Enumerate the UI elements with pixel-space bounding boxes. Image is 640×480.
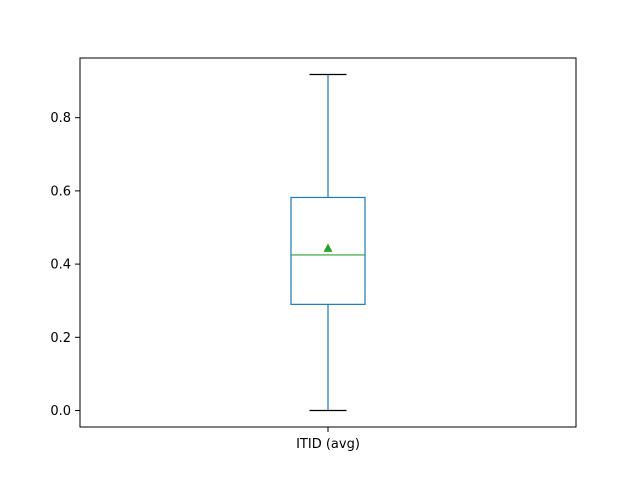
y-axis: 0.0 0.2 0.4 0.6 0.8 <box>50 111 80 419</box>
plot-frame <box>79 57 577 428</box>
y-tick-label: 0.8 <box>50 111 71 126</box>
mean-marker <box>323 243 333 252</box>
y-tick-label: 0.4 <box>50 258 71 273</box>
iqr-box <box>290 196 366 305</box>
x-axis: ITID (avg) <box>296 427 360 452</box>
y-tick-label: 0.6 <box>50 184 71 199</box>
x-tick-label: ITID (avg) <box>296 437 360 452</box>
y-tick-label: 0.0 <box>50 404 71 419</box>
y-tick-label: 0.2 <box>50 331 71 346</box>
plot-marks <box>290 73 366 412</box>
